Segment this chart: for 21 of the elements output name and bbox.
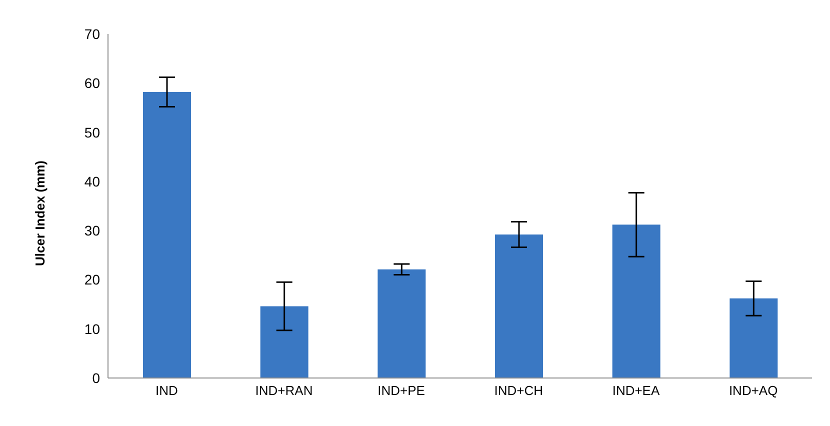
x-tick-label: IND+RAN [255,383,313,398]
bar [495,234,543,378]
x-tick-label: IND+AQ [728,383,778,398]
x-tick-label: IND [155,383,178,398]
y-axis-title: Ulcer Index (mm) [32,160,48,266]
y-tick-label: 30 [84,222,100,239]
y-tick-label: 50 [84,124,100,140]
y-tick-label: 20 [84,272,100,288]
bar [730,298,778,378]
bar [143,92,191,378]
y-tick-label: 70 [84,26,100,42]
bar [378,269,426,378]
y-tick-label: 40 [84,173,100,190]
x-tick-label: IND+CH [494,383,544,398]
bar [260,306,308,378]
y-tick-label: 0 [92,370,100,386]
bar [612,224,660,378]
y-tick-label: 10 [84,320,100,337]
x-tick-label: IND+EA [612,383,660,398]
y-tick-label: 60 [84,75,100,92]
x-tick-label: IND+PE [378,383,426,398]
